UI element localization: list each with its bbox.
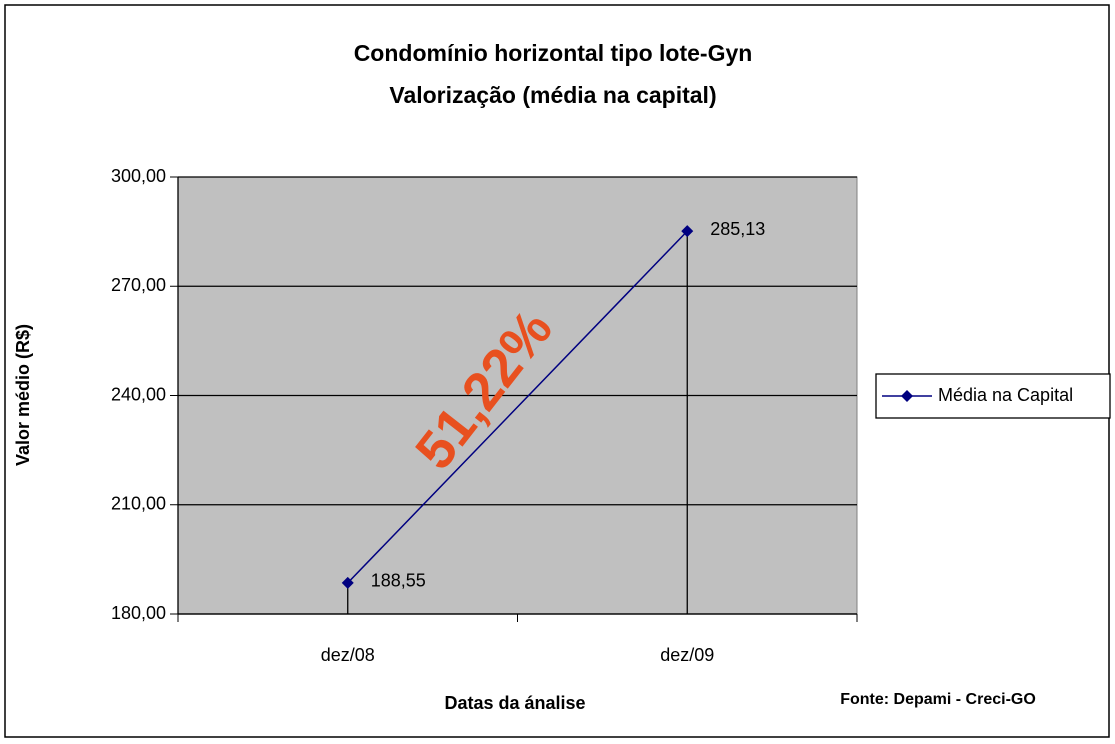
y-axis-label: Valor médio (R$)	[13, 324, 33, 466]
y-tick-label: 300,00	[111, 166, 166, 186]
x-tick-label: dez/08	[321, 645, 375, 665]
chart-title: Condomínio horizontal tipo lote-Gyn	[354, 40, 753, 66]
x-axis-label: Datas da ánalise	[444, 693, 585, 713]
data-label: 285,13	[710, 219, 765, 239]
legend-label: Média na Capital	[938, 385, 1073, 405]
series-line	[347, 230, 688, 584]
marker	[341, 576, 354, 589]
source-note: Fonte: Depami - Creci-GO	[840, 691, 1036, 708]
legend-marker	[901, 390, 913, 402]
y-tick-label: 210,00	[111, 494, 166, 514]
x-tick-label: dez/09	[660, 645, 714, 665]
chart-title: Valorização (média na capital)	[389, 82, 716, 108]
marker	[681, 225, 694, 238]
data-label: 188,55	[371, 571, 426, 591]
y-tick-label: 240,00	[111, 384, 166, 404]
y-tick-label: 180,00	[111, 603, 166, 623]
legend: Média na Capital	[875, 373, 1111, 419]
y-tick-label: 270,00	[111, 275, 166, 295]
